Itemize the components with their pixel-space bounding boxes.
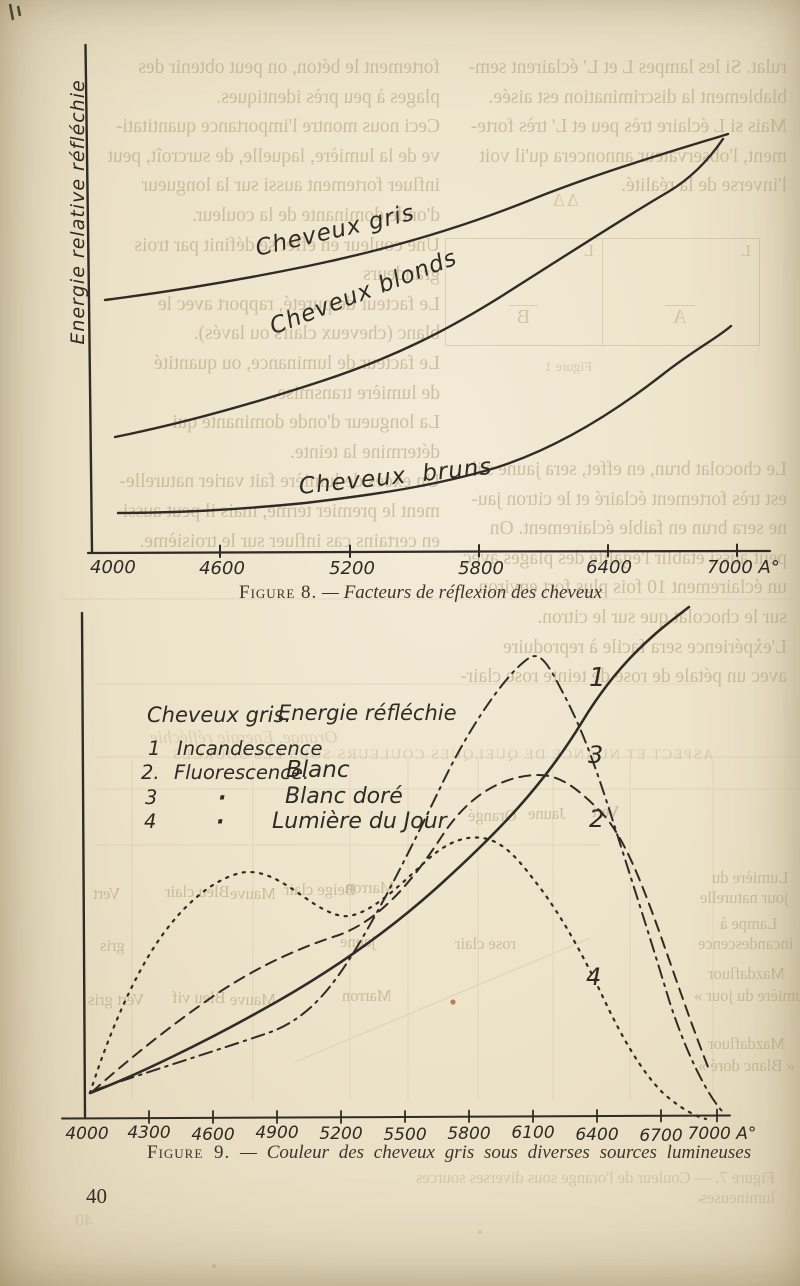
fig9-legend-row3-num: 3 xyxy=(145,786,158,809)
fig9-plot xyxy=(61,605,731,1124)
fig9-legend-row4-num: 4 xyxy=(144,810,157,833)
bleed-table-grid xyxy=(62,598,795,1100)
fig8-curve-cheveux-gris xyxy=(103,132,730,302)
fig9-legend-row3-ditto: · xyxy=(218,786,227,811)
paper-speck xyxy=(212,1264,216,1268)
fig9-caption: Figure 9. — Couleur des cheveux gris sou… xyxy=(147,1142,751,1164)
fig9-legend-row1-source: Incandescence xyxy=(177,737,323,760)
fig9-curve-number-1: 1 xyxy=(589,663,606,693)
paper-speck xyxy=(698,1198,702,1202)
bleed-ghost-curve xyxy=(294,937,591,1063)
fig9-caption-title: — Couleur des cheveux gris sous diverses… xyxy=(240,1142,752,1163)
fig9-x-tick-4000: 4000 xyxy=(65,1124,109,1144)
fig9-x-tick-6700: 6700 xyxy=(639,1126,683,1146)
fig8-curve-cheveux-bruns xyxy=(116,324,733,515)
fig8-curve-cheveux-blonds xyxy=(113,137,725,439)
fig9-legend-row2-variant: Blanc xyxy=(286,757,350,783)
fig9-legend-row2-source: Fluorescence. xyxy=(174,761,310,784)
paper-marks xyxy=(8,3,761,1268)
fig9-legend-row3-variant: Blanc doré xyxy=(285,784,403,809)
page-number: 40 xyxy=(86,1184,107,1208)
paper-speck xyxy=(478,1230,482,1234)
fig9-x-tick-4600: 4600 xyxy=(191,1125,235,1145)
fig9-x-axis xyxy=(61,1114,731,1120)
fig8-caption: Figure 8. — Facteurs de réflexion des ch… xyxy=(239,582,602,604)
fig8-x-tick-4600: 4600 xyxy=(199,558,245,579)
fig8-x-ticks xyxy=(219,543,738,558)
corner-ink-mark xyxy=(8,3,22,21)
red-speck xyxy=(450,999,456,1005)
fig8-y-axis xyxy=(84,43,94,554)
fig9-x-tick-6100: 6100 xyxy=(511,1123,555,1143)
fig9-x-tick-5500: 5500 xyxy=(383,1125,427,1145)
fig8-curve-label-gris: Cheveux gris xyxy=(253,199,418,262)
fig8-x-tick-7000: 7000 A° xyxy=(707,557,780,578)
fig8-x-tick-5200: 5200 xyxy=(329,558,375,579)
fig9-x-ticks xyxy=(148,1108,718,1124)
fig9-curve-2-fluorescence-blanc xyxy=(91,773,711,1093)
fig8-caption-title: — Facteurs de réflexion des cheveux xyxy=(322,582,603,603)
fig8-x-tick-5800: 5800 xyxy=(458,558,504,579)
fig9-x-tick-5200: 5200 xyxy=(319,1124,363,1144)
fig8-curve-label-blonds: Cheveux blonds xyxy=(266,244,461,341)
fig9-curve-3-blanc-dore xyxy=(94,655,723,1112)
fig9-x-tick-7000: 7000 A° xyxy=(687,1124,757,1144)
fig9-legend-row1-num: 1 xyxy=(148,737,161,760)
fig9-curve-number-2: 2 xyxy=(589,805,605,833)
fig9-legend-row4-variant: Lumière du Jour xyxy=(272,809,447,834)
fig9-x-tick-4900: 4900 xyxy=(255,1123,299,1143)
fig9-curve-1-incandescence xyxy=(88,605,691,1095)
fig8-curve-label-bruns: Cheveux bruns xyxy=(297,453,494,500)
fig9-curve-number-3: 3 xyxy=(588,741,604,769)
fig9-x-tick-5800: 5800 xyxy=(447,1124,491,1144)
paper-speck xyxy=(757,638,761,642)
fig9-legend-title-left: Cheveux gris. xyxy=(147,703,292,727)
fig9-y-axis xyxy=(80,611,87,1120)
fig8-x-tick-4000: 4000 xyxy=(90,557,136,578)
fig8-y-axis-label: Energie relative réfléchie xyxy=(67,79,89,345)
fig8-plot xyxy=(84,43,772,558)
fig9-caption-label: Figure 9. xyxy=(147,1142,231,1163)
fig9-x-tick-6400: 6400 xyxy=(575,1125,619,1145)
fig9-legend-row4-ditto: · xyxy=(216,810,225,835)
fig8-x-tick-6400: 6400 xyxy=(586,557,632,578)
fig9-x-tick-4300: 4300 xyxy=(127,1123,171,1143)
fig8-caption-label: Figure 8. xyxy=(239,582,318,603)
fig9-curve-4-lumiere-du-jour xyxy=(88,836,708,1121)
fig9-legend-title-right: Energie réfléchie xyxy=(278,701,457,725)
fig9-curve-number-4: 4 xyxy=(586,963,602,991)
fig9-legend-row2-num: 2. xyxy=(141,761,160,784)
